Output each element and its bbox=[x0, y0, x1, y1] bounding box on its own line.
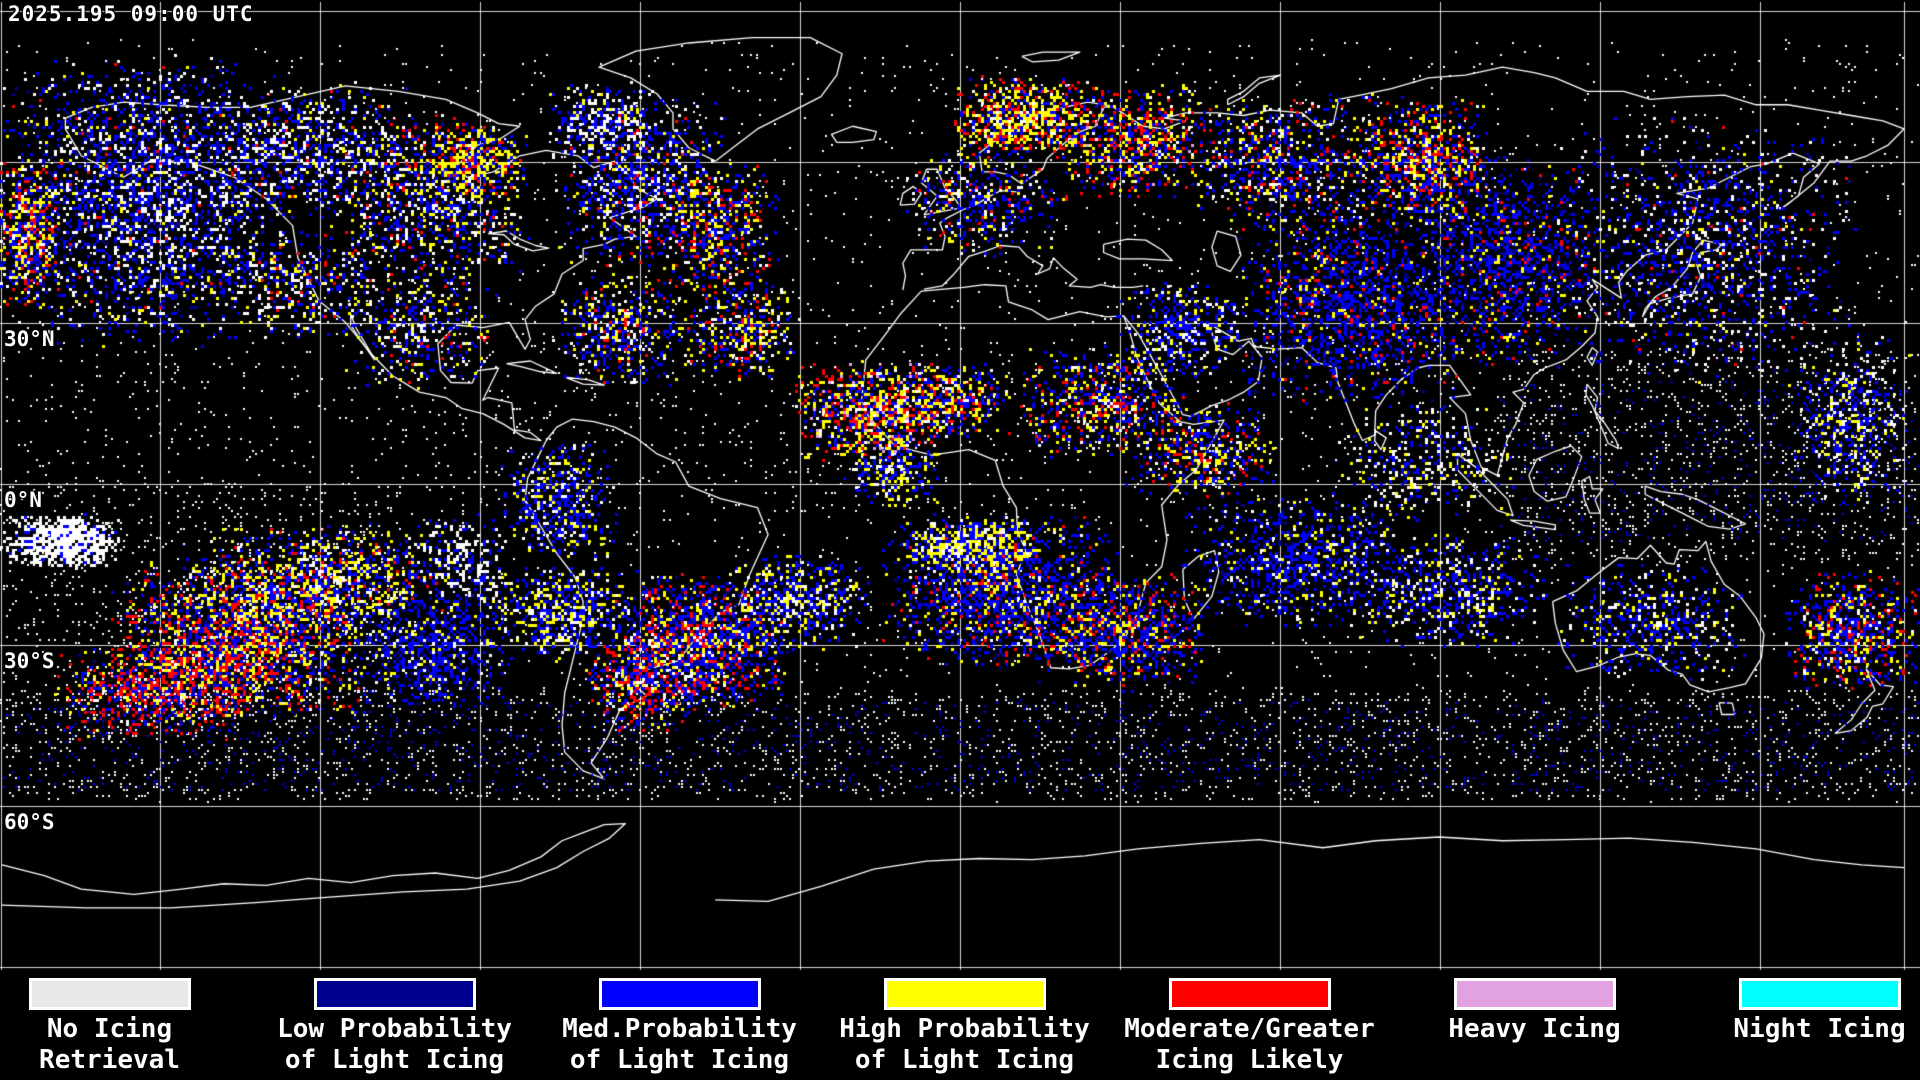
legend-label: Heavy Icing bbox=[1448, 1014, 1621, 1044]
legend-label: of Light Icing bbox=[854, 1045, 1075, 1075]
legend-swatch-night-icing bbox=[1738, 978, 1901, 1010]
legend-item-moderate-greater: Moderate/Greater Icing Likely bbox=[1107, 973, 1392, 1076]
lat-label-30n: 30°N bbox=[4, 327, 55, 351]
legend-swatch-high-probability bbox=[883, 978, 1046, 1010]
legend-label: Icing Likely bbox=[1155, 1045, 1344, 1075]
legend-item-night-icing: Night Icing bbox=[1677, 973, 1920, 1045]
legend-label: of Light Icing bbox=[569, 1045, 790, 1075]
lat-label-30s: 30°S bbox=[4, 649, 55, 673]
legend-swatch-heavy-icing bbox=[1453, 978, 1616, 1010]
legend-label: High Probability bbox=[839, 1014, 1090, 1044]
legend-label: of Light Icing bbox=[284, 1045, 505, 1075]
lat-label-0n: 0°N bbox=[4, 488, 42, 512]
timestamp: 2025.195 09:00 UTC bbox=[8, 2, 254, 26]
legend: No Icing Retrieval Low Probability of Li… bbox=[0, 973, 1920, 1080]
legend-label: Low Probability bbox=[277, 1014, 512, 1044]
legend-label: Night Icing bbox=[1733, 1014, 1906, 1044]
legend-swatch-moderate-greater bbox=[1168, 978, 1331, 1010]
legend-item-low-probability: Low Probability of Light Icing bbox=[252, 973, 537, 1076]
legend-swatch-med-probability bbox=[598, 978, 761, 1010]
legend-item-high-probability: High Probability of Light Icing bbox=[822, 973, 1107, 1076]
legend-item-med-probability: Med.Probability of Light Icing bbox=[537, 973, 822, 1076]
legend-swatch-low-probability bbox=[313, 978, 476, 1010]
lat-label-60s: 60°S bbox=[4, 810, 55, 834]
legend-swatch-no-icing bbox=[28, 978, 191, 1010]
legend-label: No Icing bbox=[46, 1014, 173, 1044]
legend-label: Med.Probability bbox=[562, 1014, 797, 1044]
legend-item-heavy-icing: Heavy Icing bbox=[1392, 973, 1677, 1045]
legend-item-no-icing: No Icing Retrieval bbox=[0, 973, 252, 1076]
world-map-canvas bbox=[0, 0, 1920, 973]
legend-label: Retrieval bbox=[39, 1045, 180, 1075]
legend-label: Moderate/Greater bbox=[1124, 1014, 1375, 1044]
